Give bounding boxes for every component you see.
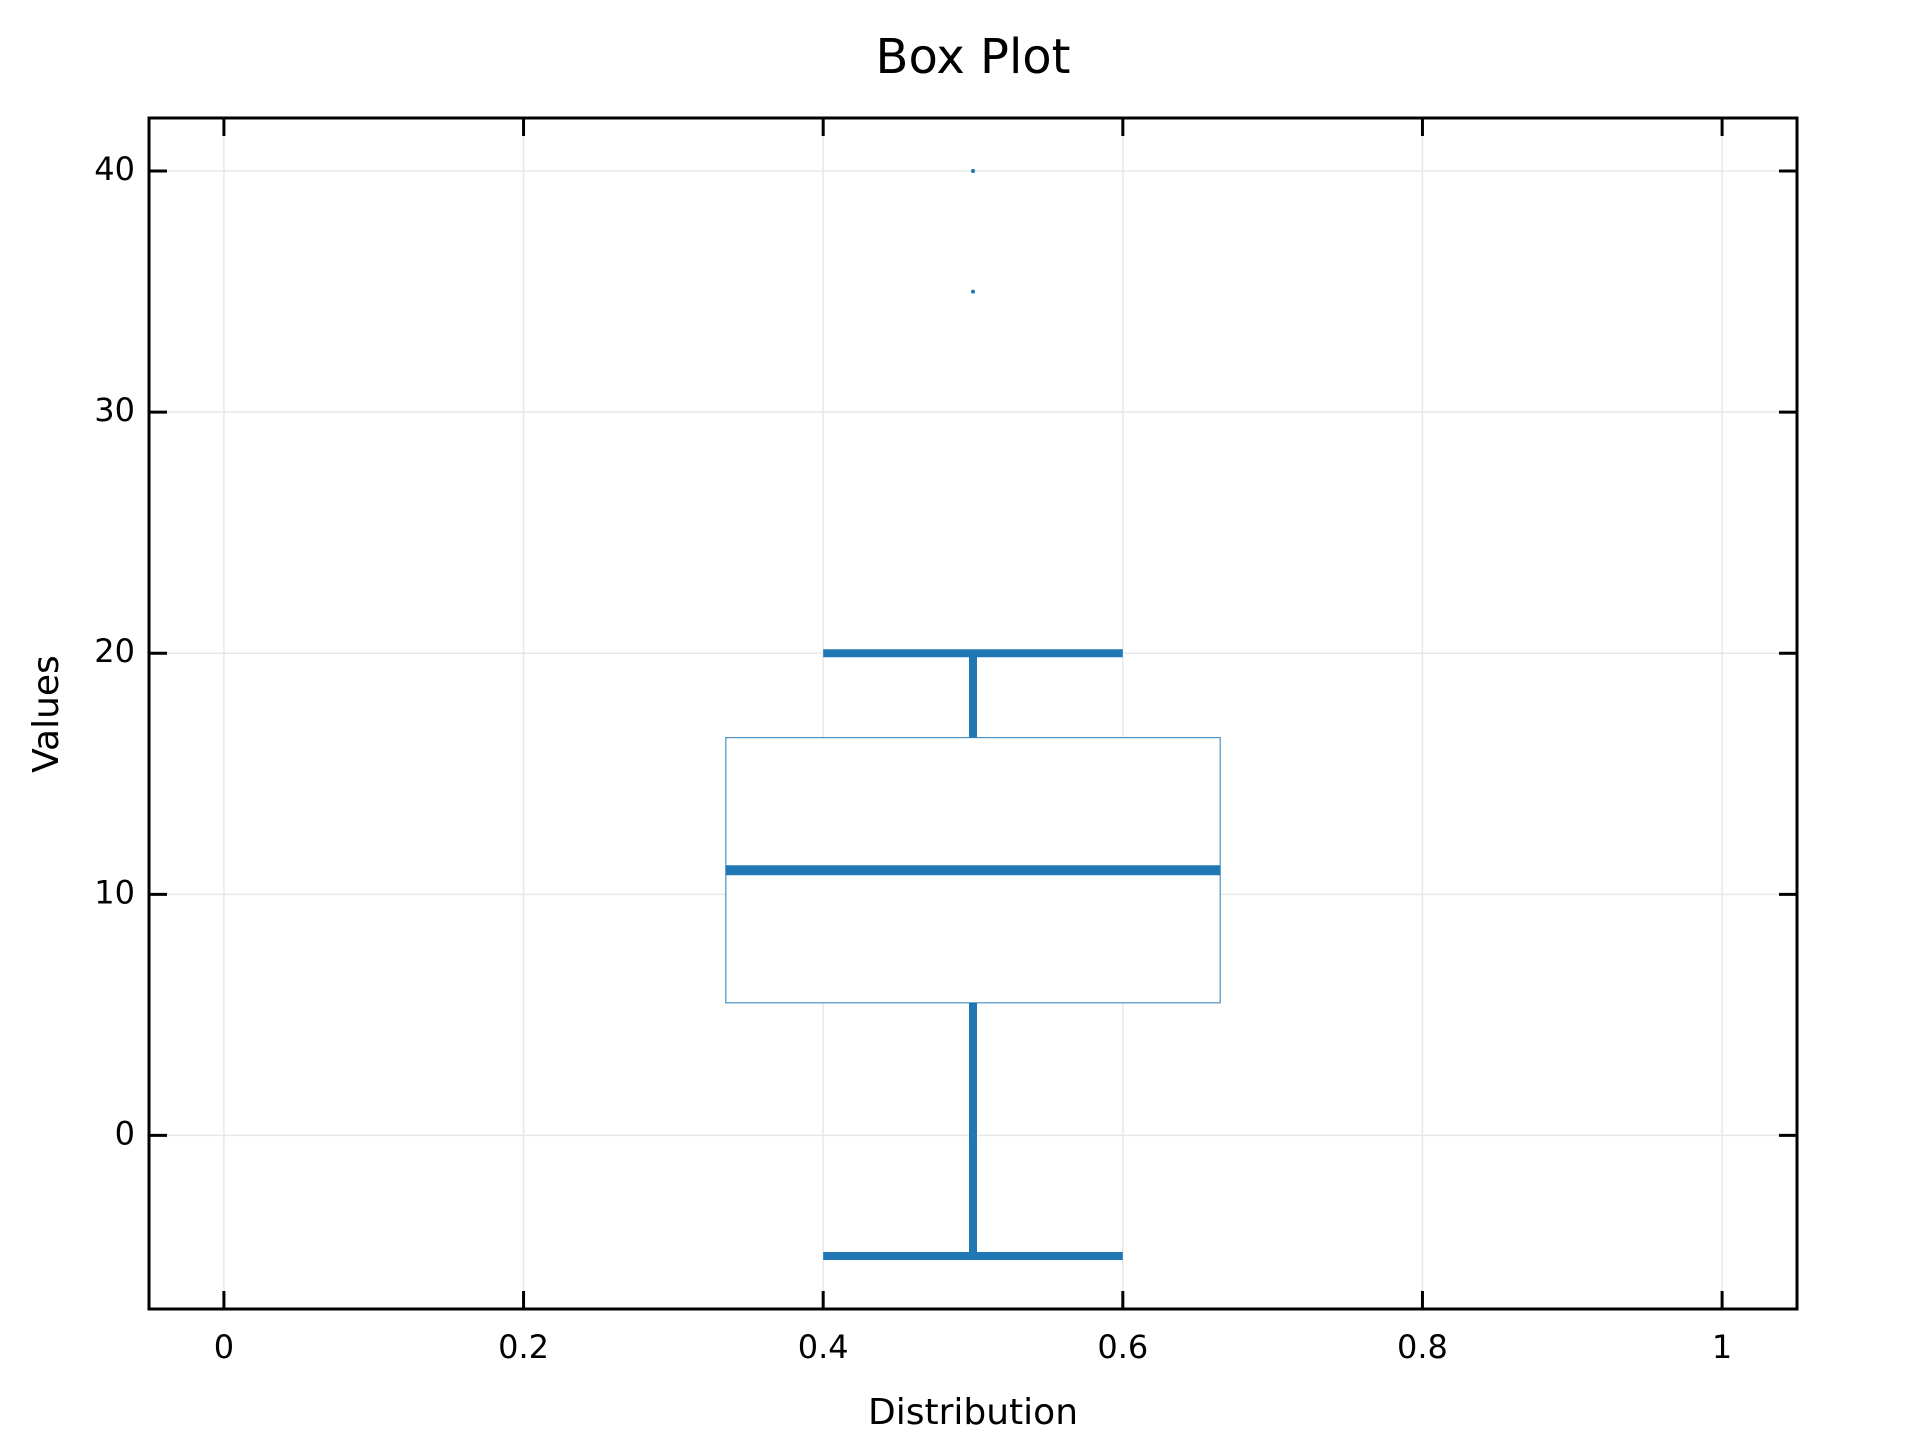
y-tick-label: 40 bbox=[94, 150, 135, 188]
y-tick-label: 0 bbox=[115, 1114, 135, 1152]
y-tick-label: 30 bbox=[94, 391, 135, 429]
x-tick-label: 0.8 bbox=[1397, 1328, 1448, 1366]
y-axis-label: Values bbox=[26, 655, 67, 773]
x-axis-label: Distribution bbox=[868, 1392, 1078, 1433]
y-tick-label: 20 bbox=[94, 632, 135, 670]
outlier bbox=[971, 289, 975, 294]
x-tick-label: 1 bbox=[1712, 1328, 1732, 1366]
y-tick-label: 10 bbox=[94, 873, 135, 911]
x-tick-label: 0 bbox=[214, 1328, 234, 1366]
x-tick-label: 0.6 bbox=[1097, 1328, 1148, 1366]
chart-title: Box Plot bbox=[876, 29, 1071, 85]
x-tick-label: 0.4 bbox=[798, 1328, 849, 1366]
x-tick-label: 0.2 bbox=[498, 1328, 549, 1366]
outlier bbox=[971, 169, 975, 174]
plot-frame bbox=[147, 116, 1799, 1311]
